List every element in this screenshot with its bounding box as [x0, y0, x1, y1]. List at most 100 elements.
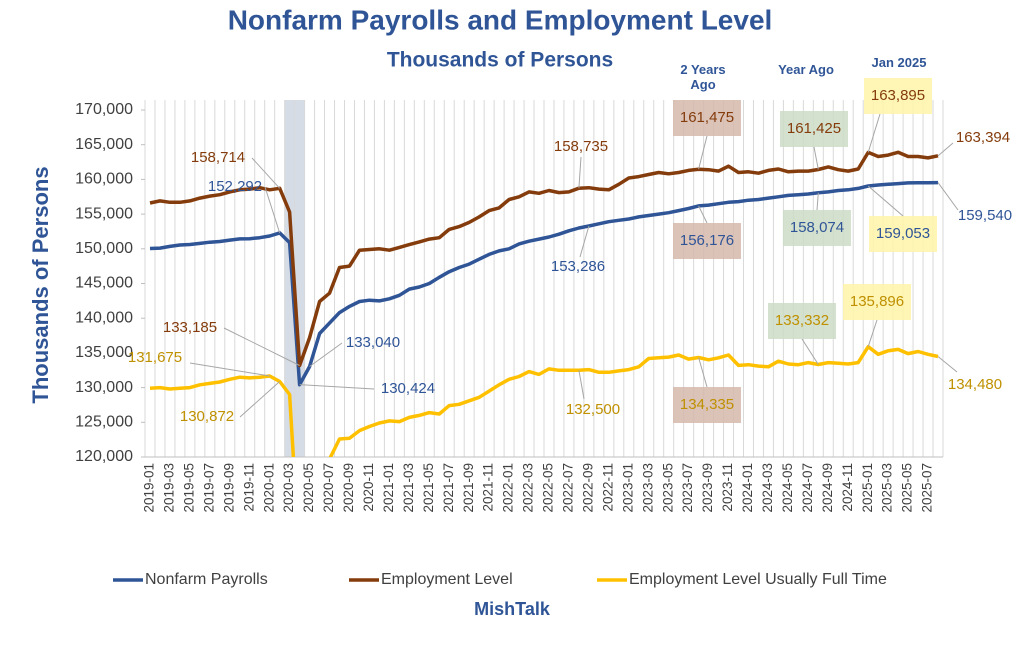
series-line	[149, 344, 939, 457]
x-tick-label: 2025-07	[920, 463, 935, 513]
x-tick-label: 2019-01	[142, 463, 157, 513]
x-tick-label: 2020-11	[361, 463, 376, 512]
chart-title: Nonfarm Payrolls and Employment Level	[228, 4, 773, 35]
y-tick-label: 170,000	[75, 101, 133, 118]
data-label: 159,053	[876, 225, 930, 242]
x-tick-label: 2024-07	[800, 463, 815, 513]
x-tick-label: 2024-03	[760, 463, 775, 513]
data-label: 163,394	[956, 129, 1010, 146]
leader-line	[239, 381, 280, 418]
y-tick-label: 150,000	[75, 240, 133, 257]
legend-label: Employment Level	[381, 571, 513, 588]
leader-line	[816, 192, 819, 211]
leader-line	[801, 338, 819, 365]
x-tick-label: 2022-11	[600, 463, 615, 512]
x-tick-label: 2021-03	[401, 463, 416, 513]
label-box	[864, 78, 932, 114]
annotation: Year Ago	[778, 62, 834, 77]
y-tick-label: 165,000	[75, 136, 133, 153]
label-box	[673, 100, 741, 136]
data-label: 153,286	[551, 258, 605, 275]
x-tick-label: 2023-03	[640, 463, 655, 513]
x-tick-label: 2021-11	[481, 463, 496, 512]
leader-line	[698, 357, 708, 388]
label-box	[673, 223, 741, 259]
data-label: 152,292	[208, 178, 262, 195]
x-tick-label: 2023-01	[620, 463, 635, 513]
label-box	[673, 387, 741, 423]
x-tick-label: 2024-09	[820, 463, 835, 513]
chart-subtitle: Thousands of Persons	[387, 49, 613, 72]
leader-line	[867, 319, 878, 347]
y-tick-label: 130,000	[75, 379, 133, 396]
x-tick-label: 2019-11	[241, 463, 256, 512]
x-tick-label: 2020-03	[281, 463, 296, 513]
label-box	[869, 216, 937, 252]
x-tick-label: 2025-05	[900, 463, 915, 513]
data-label: 158,714	[191, 149, 245, 166]
x-tick-label: 2022-03	[521, 463, 536, 513]
x-tick-label: 2019-07	[201, 463, 216, 513]
leader-line	[813, 146, 819, 170]
data-label: 130,872	[180, 408, 234, 425]
data-label: 133,185	[163, 319, 217, 336]
leader-line	[867, 185, 904, 217]
data-label: 133,040	[346, 334, 400, 351]
x-tick-label: 2021-05	[421, 463, 436, 513]
y-tick-label: 120,000	[75, 448, 133, 465]
data-label: 131,675	[128, 349, 182, 366]
x-tick-label: 2020-07	[321, 463, 336, 513]
legend-label: Nonfarm Payrolls	[145, 571, 268, 588]
label-box	[780, 111, 848, 147]
y-tick-label: 160,000	[75, 171, 133, 188]
leader-line	[189, 362, 270, 377]
data-label: 135,896	[850, 293, 904, 310]
legend-label: Employment Level Usually Full Time	[629, 571, 887, 588]
leader-line	[309, 342, 343, 367]
annotation: 2 Years Ago	[680, 62, 726, 92]
data-label: 158,074	[790, 219, 844, 236]
x-tick-label: 2024-05	[780, 463, 795, 513]
annotation: Jan 2025	[871, 55, 927, 70]
x-tick-label: 2025-03	[880, 463, 895, 513]
x-tick-label: 2022-01	[501, 463, 516, 513]
x-tick-label: 2019-05	[181, 463, 196, 513]
y-tick-label: 145,000	[75, 275, 133, 292]
x-tick-label: 2024-01	[740, 463, 755, 513]
leader-line	[937, 142, 954, 157]
data-label: 133,332	[775, 312, 829, 329]
leader-line	[937, 356, 958, 373]
label-box	[843, 284, 911, 320]
y-tick-label: 155,000	[75, 205, 133, 222]
x-tick-label: 2020-01	[261, 463, 276, 513]
x-tick-label: 2023-09	[700, 463, 715, 513]
data-label: 134,480	[948, 376, 1002, 393]
data-label: 130,424	[381, 380, 435, 397]
data-label: 163,895	[871, 87, 925, 104]
series-line	[149, 180, 939, 387]
y-axis-title: Thousands of Persons	[28, 166, 53, 403]
leader-line	[867, 113, 881, 153]
data-label: 159,540	[958, 207, 1012, 224]
x-tick-label: 2021-09	[461, 463, 476, 513]
leader-line	[223, 327, 300, 366]
leader-line	[698, 205, 708, 224]
data-label: 158,735	[554, 138, 608, 155]
x-tick-label: 2022-07	[561, 463, 576, 513]
data-label: 156,176	[680, 232, 734, 249]
leader-line	[578, 370, 585, 400]
data-label: 161,425	[787, 120, 841, 137]
y-tick-label: 125,000	[75, 414, 133, 431]
y-tick-label: 140,000	[75, 309, 133, 326]
series-line	[149, 150, 939, 368]
leader-line	[251, 157, 281, 189]
grid: 120,000 125,000 130,000 135,000 140,000 145,0…	[75, 100, 944, 513]
leader-line	[578, 156, 582, 189]
leader-line	[937, 182, 959, 211]
leader-line	[299, 384, 375, 390]
x-tick-label: 2020-09	[341, 463, 356, 513]
data-label: 134,335	[680, 396, 734, 413]
x-tick-label: 2022-09	[580, 463, 595, 513]
